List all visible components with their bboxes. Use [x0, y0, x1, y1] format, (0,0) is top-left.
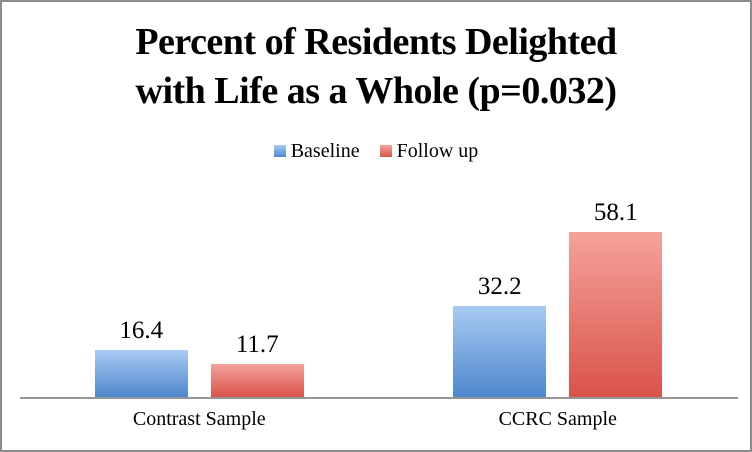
- bar-group-ccrc-sample: 32.2 58.1: [379, 200, 738, 397]
- follow-up-swatch-icon: [379, 144, 392, 157]
- data-label-follow-up-ccrc: 58.1: [593, 199, 638, 226]
- legend-label-baseline: Baseline: [290, 140, 360, 162]
- bar-column-baseline-contrast: 16.4: [94, 317, 188, 397]
- category-label-contrast-sample: Contrast Sample: [132, 408, 266, 430]
- baseline-swatch-icon: [273, 144, 286, 157]
- category-label-ccrc-sample: CCRC Sample: [498, 408, 617, 430]
- legend-item-baseline: Baseline: [273, 140, 360, 163]
- chart-legend: Baseline Follow up: [0, 140, 752, 163]
- chart-title: Percent of Residents Delighted with Life…: [0, 18, 752, 116]
- chart-title-line-1: Percent of Residents Delighted: [135, 21, 617, 63]
- data-label-baseline-contrast: 16.4: [119, 317, 164, 344]
- bar-follow-up-ccrc-sample: [569, 232, 663, 397]
- bar-follow-up-contrast-sample: [210, 364, 304, 397]
- bar-column-baseline-ccrc: 32.2: [453, 273, 547, 397]
- legend-label-follow-up: Follow up: [396, 140, 479, 162]
- data-label-follow-up-contrast: 11.7: [235, 331, 279, 358]
- x-axis-line: [20, 397, 738, 399]
- legend-item-follow-up: Follow up: [379, 140, 479, 163]
- data-label-baseline-ccrc: 32.2: [477, 273, 522, 300]
- plot-area: 16.4 11.7 32.2 58.1: [20, 200, 737, 397]
- bar-baseline-contrast-sample: [94, 350, 188, 397]
- category-axis-labels: Contrast Sample CCRC Sample: [20, 407, 737, 431]
- chart-title-line-2: with Life as a Whole (p=0.032): [135, 70, 617, 112]
- bar-baseline-ccrc-sample: [453, 306, 547, 397]
- bar-column-follow-up-ccrc: 58.1: [569, 199, 663, 397]
- bar-group-contrast-sample: 16.4 11.7: [20, 200, 379, 397]
- bar-column-follow-up-contrast: 11.7: [210, 331, 304, 397]
